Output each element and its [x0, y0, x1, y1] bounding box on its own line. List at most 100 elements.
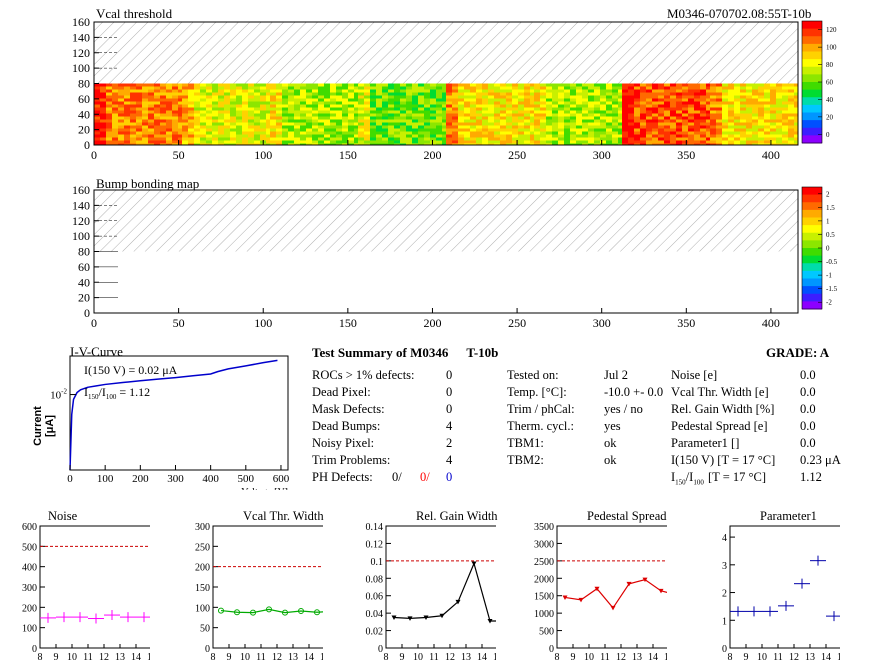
map-cell [734, 86, 740, 90]
map-cell [594, 131, 600, 135]
map-cell [706, 95, 710, 99]
map-cell [764, 134, 770, 138]
small-plot: 00.020.040.060.080.10.120.148 9 10 11 12 13 14… [366, 522, 496, 663]
map-cell [354, 113, 358, 117]
map-cell [424, 137, 430, 141]
map-cell [752, 98, 758, 102]
map-cell [722, 107, 728, 111]
map-cell [524, 86, 530, 90]
map-cell [782, 101, 788, 105]
map-cell [558, 134, 564, 138]
map-cell [640, 116, 646, 120]
map-cell [188, 143, 194, 145]
map-cell [734, 137, 740, 141]
map-cell [670, 131, 676, 135]
map-x-tick-label: 100 [254, 316, 272, 330]
map-cell [464, 125, 470, 129]
map-cell [664, 104, 670, 108]
map-cell [794, 113, 798, 117]
map-cell [588, 122, 594, 126]
map-cell [312, 89, 318, 93]
map-cell [488, 95, 494, 99]
map-cell [200, 89, 206, 93]
map-cell [382, 110, 388, 114]
map-cell [106, 92, 112, 96]
map-cell [148, 140, 154, 144]
map-cell [306, 104, 312, 108]
map-cell [710, 134, 716, 138]
summary-mid-label: Tested on: [507, 368, 559, 382]
map-cell [622, 95, 628, 99]
map-cell [646, 134, 652, 138]
small-y-tick-label: 500 [539, 627, 554, 638]
map-cell [476, 86, 482, 90]
map-cell [752, 131, 758, 135]
map-cell [700, 86, 706, 90]
map-cell [494, 110, 500, 114]
map-cell [376, 143, 382, 145]
map-cell [476, 122, 482, 126]
map-cell [300, 134, 306, 138]
map-cell [600, 86, 606, 90]
map-cell [658, 119, 664, 123]
map-cell [582, 134, 588, 138]
map-cell [706, 92, 710, 96]
map-cell [518, 101, 524, 105]
map-y-tick-label: 40 [78, 107, 90, 121]
map-cell [694, 107, 700, 111]
map-cell [758, 134, 764, 138]
map-cell [442, 122, 446, 126]
map-cell [118, 101, 124, 105]
map-cell [470, 107, 476, 111]
map-cell [512, 83, 518, 87]
map-cell [664, 140, 670, 144]
map-cell [588, 116, 594, 120]
map-y-tick-label: 120 [72, 214, 90, 228]
map-cell [470, 89, 476, 93]
map-cell [254, 86, 260, 90]
map-cell [394, 116, 400, 120]
map-x-tick-label: 0 [91, 148, 97, 162]
map-cell [518, 137, 524, 141]
map-cell [166, 83, 172, 87]
small-x-tick-label: 14 [648, 652, 658, 663]
map-cell [506, 128, 512, 132]
map-cell [682, 104, 688, 108]
scale1-band [802, 120, 822, 129]
map-cell [764, 107, 770, 111]
map-cell [206, 86, 212, 90]
summary-right-value: 0.23 μA [800, 453, 841, 467]
map-cell [794, 125, 798, 129]
map-cell [500, 110, 506, 114]
map-cell [682, 122, 688, 126]
map-cell [112, 110, 118, 114]
map-cell [600, 125, 606, 129]
map-cell [166, 116, 172, 120]
map-cell [600, 119, 606, 123]
scale2-band [802, 286, 822, 295]
map-cell [266, 128, 270, 132]
map-cell [212, 101, 218, 105]
map-cell [442, 107, 446, 111]
map-cell [500, 119, 506, 123]
map-cell [100, 101, 106, 105]
map-cell [124, 86, 130, 90]
map-cell [94, 116, 100, 120]
map-cell [142, 113, 148, 117]
scale2-tick-label: -0.5 [826, 258, 838, 266]
map-cell [518, 92, 524, 96]
map-cell [658, 104, 664, 108]
map-cell [482, 119, 488, 123]
map-cell [394, 101, 400, 105]
small-y-tick-label: 0 [722, 644, 727, 655]
map-cell [348, 104, 354, 108]
map-cell [100, 113, 106, 117]
map-cell [100, 83, 106, 87]
summary-mid-value: yes / no [604, 402, 643, 416]
map-cell [358, 143, 364, 145]
map-cell [270, 98, 276, 102]
map-cell [118, 95, 124, 99]
map-cell [242, 131, 248, 135]
map-cell [534, 137, 540, 141]
map-cell [710, 101, 716, 105]
